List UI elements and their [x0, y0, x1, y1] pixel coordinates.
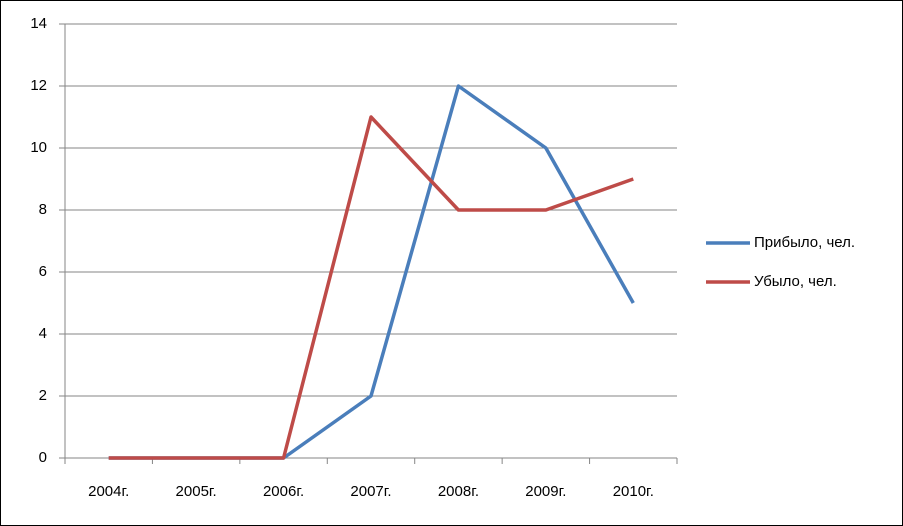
y-tick-label: 0: [39, 449, 47, 466]
y-tick-label: 14: [30, 15, 47, 32]
legend-label: Убыло, чел.: [754, 273, 837, 290]
x-tick-label: 2008г.: [438, 483, 479, 500]
x-tick-label: 2009г.: [525, 483, 566, 500]
series-line: [108, 115, 634, 460]
x-tick-label: 2007г.: [350, 483, 391, 500]
y-tick-label: 8: [39, 201, 47, 218]
x-tick-label: 2005г.: [176, 483, 217, 500]
y-tick-label: 10: [30, 139, 47, 156]
y-tick-label: 2: [39, 387, 47, 404]
y-tick-label: 12: [30, 77, 47, 94]
y-tick-label: 4: [39, 325, 47, 342]
y-tick-label: 6: [39, 263, 47, 280]
x-tick-label: 2004г.: [88, 483, 129, 500]
x-tick-label: 2010г.: [613, 483, 654, 500]
legend-label: Прибыло, чел.: [754, 234, 855, 251]
x-tick-label: 2006г.: [263, 483, 304, 500]
